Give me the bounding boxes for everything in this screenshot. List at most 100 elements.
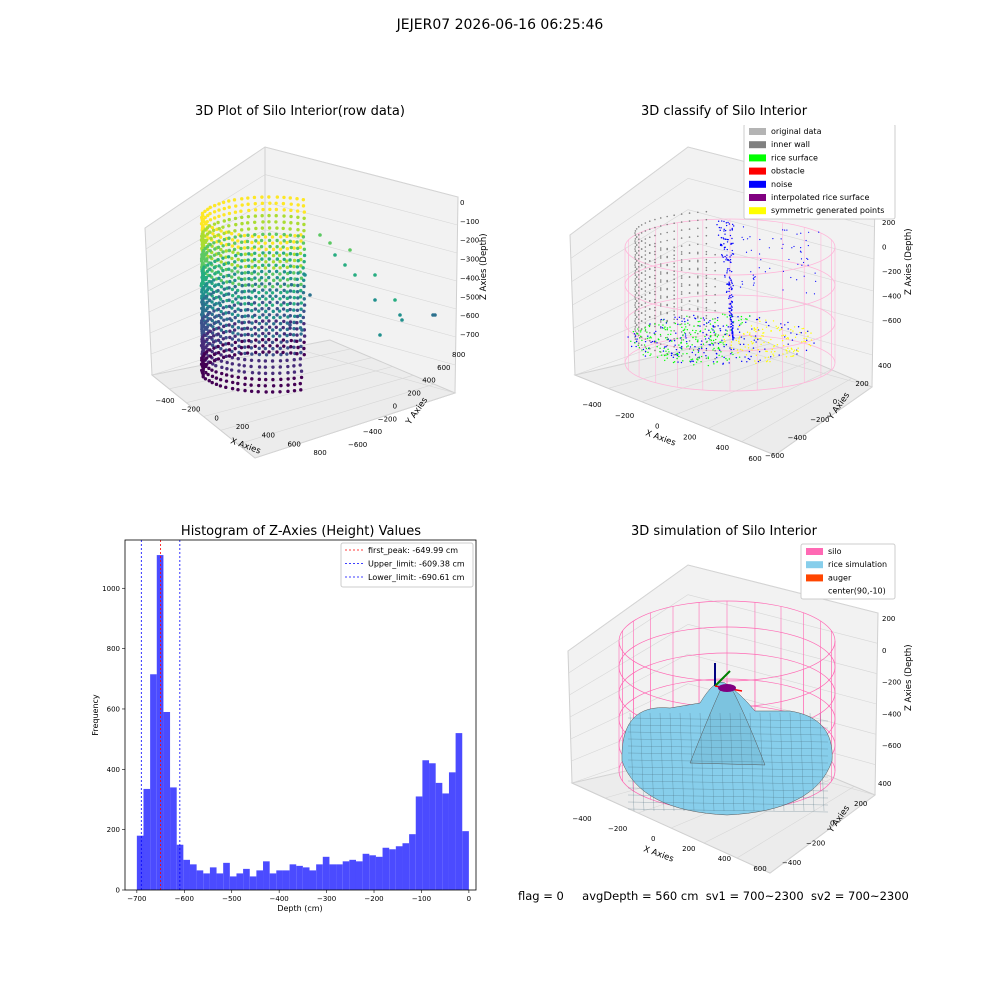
simulation-y-tick-labels: 400 200 0 −200 −400 bbox=[782, 780, 891, 867]
legend-label: noise bbox=[771, 180, 792, 189]
histogram-bar bbox=[143, 788, 151, 890]
histogram-bar bbox=[355, 861, 363, 890]
raw-z-tick: −100 bbox=[460, 218, 479, 226]
classify-z-tick: −200 bbox=[882, 268, 901, 276]
histogram-bar bbox=[455, 733, 463, 890]
raw-y-tick: 400 bbox=[422, 377, 435, 385]
raw-y-tick: 600 bbox=[437, 364, 450, 372]
classify-x-tick: 400 bbox=[716, 444, 729, 452]
y-tick-label: 400 bbox=[107, 766, 120, 774]
y-tick-label: 200 bbox=[107, 826, 120, 834]
simulation-x-tick: −400 bbox=[572, 815, 591, 823]
classify-z-tick: −600 bbox=[882, 317, 901, 325]
x-tick-label: −400 bbox=[270, 895, 289, 903]
histogram-bar bbox=[369, 855, 376, 890]
classify-x-tick: 600 bbox=[748, 455, 761, 463]
histogram-bar bbox=[336, 864, 343, 890]
legend-swatch bbox=[806, 574, 823, 582]
simulation-x-tick: −200 bbox=[608, 825, 627, 833]
raw-y-tick: −600 bbox=[348, 441, 367, 449]
x-tick-label: −100 bbox=[412, 895, 431, 903]
histogram-bar bbox=[316, 864, 323, 890]
legend-label: first_peak: -649.99 cm bbox=[368, 546, 458, 555]
simulation-x-tick: 0 bbox=[651, 835, 655, 843]
raw-x-tick: 0 bbox=[214, 414, 218, 422]
x-tick-label: −200 bbox=[364, 895, 383, 903]
classify-y-tick-labels: 400 200 0 −200 −400 −600 bbox=[765, 362, 891, 460]
y-tick-label: 800 bbox=[107, 645, 120, 653]
histogram-legend: first_peak: -649.99 cm Upper_limit: -609.… bbox=[340, 542, 474, 588]
histogram-bar bbox=[462, 831, 469, 890]
simulation-x-axis-label: X Axies bbox=[642, 844, 675, 864]
histogram-bar bbox=[176, 844, 184, 890]
raw-z-tick: −300 bbox=[460, 256, 479, 264]
histogram-bar bbox=[435, 782, 443, 890]
classify-y-tick: 200 bbox=[855, 380, 868, 388]
raw-z-tick: −400 bbox=[460, 274, 479, 282]
histogram-bar bbox=[415, 796, 423, 890]
simulation-z-tick: −600 bbox=[882, 742, 901, 750]
histogram-bar bbox=[243, 868, 250, 890]
histogram-bar bbox=[362, 853, 370, 890]
legend-label: center(90,-10) bbox=[828, 587, 886, 596]
raw-z-tick: −600 bbox=[460, 312, 479, 320]
histogram-bar bbox=[170, 787, 177, 890]
classify-z-axis-label: Z Axies (Depth) bbox=[904, 228, 914, 295]
classify-x-tick: 200 bbox=[683, 433, 696, 441]
legend-label: interpolated rice surface bbox=[771, 193, 869, 202]
simulation-x-tick: 600 bbox=[753, 865, 766, 873]
classify-z-tick: 0 bbox=[882, 244, 886, 252]
legend-swatch bbox=[749, 128, 766, 135]
simulation-y-tick: 0 bbox=[830, 820, 834, 828]
simulation-z-tick: −400 bbox=[882, 710, 901, 718]
classify-y-tick: 400 bbox=[878, 362, 891, 370]
status-avg-depth: avgDepth = 560 cm bbox=[582, 889, 699, 903]
histogram-bar bbox=[402, 843, 410, 890]
legend-swatch bbox=[806, 548, 823, 555]
raw-y-tick: 200 bbox=[407, 390, 420, 398]
histogram-bar bbox=[309, 870, 317, 890]
x-tick-label: −700 bbox=[127, 895, 146, 903]
raw-x-tick: −200 bbox=[181, 406, 200, 414]
y-tick-label: 0 bbox=[116, 887, 120, 895]
classify-z-tick-labels: 200 0 −200 −400 −600 bbox=[882, 219, 901, 325]
raw-z-tick-labels: 0 −100 −200 −300 −400 −500 −600 −700 bbox=[460, 199, 479, 339]
simulation-auger bbox=[714, 663, 743, 692]
histogram-bar bbox=[375, 856, 383, 890]
classify-y-tick: −400 bbox=[788, 434, 807, 442]
histogram-axes-frame bbox=[124, 539, 477, 891]
raw-z-tick: −200 bbox=[460, 237, 479, 245]
histogram-bar bbox=[263, 861, 270, 890]
raw-y-tick: 800 bbox=[452, 351, 465, 359]
raw-z-tick: −500 bbox=[460, 293, 479, 301]
raw-x-tick: 400 bbox=[262, 432, 275, 440]
histogram-bar bbox=[216, 873, 224, 890]
histogram-bar bbox=[150, 674, 157, 890]
classify-x-axis-label: X Axies bbox=[644, 428, 677, 448]
histogram-bar bbox=[136, 835, 144, 890]
histogram-bar bbox=[183, 859, 190, 890]
simulation-y-tick: 400 bbox=[878, 780, 891, 788]
x-tick-label: −600 bbox=[175, 895, 194, 903]
raw-plot-title: 3D Plot of Silo Interior(row data) bbox=[195, 104, 405, 119]
raw-x-tick: 600 bbox=[287, 440, 300, 448]
classify-plot-title: 3D classify of Silo Interior bbox=[640, 104, 808, 119]
histogram-bar bbox=[163, 711, 171, 890]
simulation-x-tick: 400 bbox=[718, 855, 731, 863]
histogram-chart[interactable]: −700 −600 −500 −400 −300 −200 −100 0 0 200 400 600… bbox=[85, 535, 485, 920]
classify-legend: original data inner wall rice surface obsta… bbox=[743, 125, 896, 220]
histogram-bar bbox=[229, 876, 237, 890]
histogram-y-ticks: 0 200 400 600 800 1000 bbox=[102, 585, 125, 895]
classify-z-tick: 200 bbox=[882, 219, 895, 227]
simulation-z-axis-label: Z Axies (Depth) bbox=[904, 644, 914, 711]
histogram-bar bbox=[223, 862, 230, 890]
simulation-y-tick: −400 bbox=[782, 859, 801, 867]
raw-point-cloud bbox=[199, 195, 437, 394]
simulation-z-tick: 200 bbox=[882, 615, 895, 623]
figure-title: JEJER07 2026-06-16 06:25:46 bbox=[396, 17, 604, 33]
classify-3d-plot[interactable]: −400 −200 0 200 400 600 400 200 0 −200 −400 −600 2… bbox=[560, 125, 920, 470]
x-tick-label: −500 bbox=[222, 895, 241, 903]
y-tick-label: 1000 bbox=[102, 585, 120, 593]
